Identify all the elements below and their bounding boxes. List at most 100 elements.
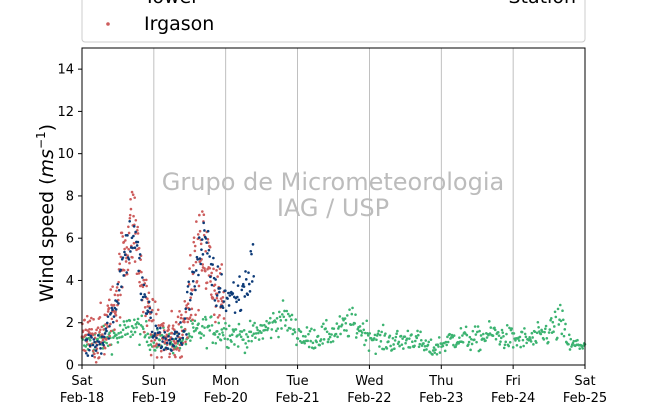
data-point <box>350 312 354 316</box>
data-point <box>230 333 234 337</box>
data-point <box>562 334 566 338</box>
data-point <box>340 323 344 327</box>
data-point <box>343 328 346 332</box>
data-point <box>126 234 129 237</box>
data-point <box>305 326 309 329</box>
data-point <box>188 267 191 270</box>
data-point <box>353 322 357 325</box>
data-point <box>245 333 248 336</box>
data-point <box>419 330 422 334</box>
data-point <box>142 278 146 282</box>
data-point <box>253 321 256 325</box>
data-point <box>94 332 97 335</box>
data-point <box>107 298 111 302</box>
data-point <box>493 328 497 332</box>
data-point <box>279 319 283 322</box>
data-point <box>391 337 395 340</box>
data-point <box>141 310 145 314</box>
data-point <box>108 331 111 335</box>
y-tick-label: 12 <box>57 105 74 120</box>
data-point <box>379 340 383 343</box>
data-point <box>121 328 125 332</box>
data-point <box>358 325 362 328</box>
data-point <box>197 273 200 277</box>
data-point <box>567 333 571 337</box>
data-point <box>238 275 241 278</box>
data-point <box>465 333 469 337</box>
data-point <box>236 345 240 348</box>
data-point <box>408 337 411 340</box>
data-point <box>130 324 134 328</box>
data-point <box>136 240 140 244</box>
data-point <box>266 326 270 330</box>
data-point <box>109 322 112 326</box>
y-tick-label: 4 <box>66 274 74 289</box>
data-point <box>207 248 211 252</box>
data-point <box>296 337 300 340</box>
data-point <box>325 318 328 322</box>
data-point <box>122 268 126 272</box>
data-point <box>194 288 197 292</box>
data-point <box>191 279 195 283</box>
data-point <box>204 318 208 321</box>
data-point <box>387 340 390 343</box>
x-tick-label-day: Sun <box>141 374 166 389</box>
data-point <box>179 321 182 324</box>
data-point <box>211 341 215 345</box>
data-point <box>105 341 108 345</box>
data-point <box>406 329 410 333</box>
data-point <box>122 274 126 277</box>
data-point <box>133 330 137 334</box>
data-point <box>505 332 508 336</box>
data-point <box>201 253 205 256</box>
data-point <box>187 332 191 335</box>
data-point <box>489 326 493 329</box>
data-point <box>162 321 165 325</box>
data-point <box>321 342 324 345</box>
data-point <box>249 330 253 334</box>
data-point <box>204 269 207 273</box>
data-point <box>148 306 152 310</box>
data-point <box>491 334 495 338</box>
data-point <box>505 324 509 327</box>
data-point <box>252 275 256 278</box>
data-point <box>192 326 195 329</box>
data-point <box>429 338 433 341</box>
data-point <box>247 271 250 274</box>
data-point <box>206 252 209 255</box>
data-point <box>355 332 359 335</box>
data-point <box>159 326 162 330</box>
data-point <box>325 330 329 334</box>
data-point <box>208 255 211 258</box>
data-point <box>117 332 120 335</box>
data-point <box>251 334 254 337</box>
data-point <box>137 269 140 273</box>
data-point <box>231 292 235 295</box>
plot-area <box>82 48 585 365</box>
data-point <box>531 336 534 339</box>
data-point <box>437 336 441 339</box>
data-point <box>281 299 285 302</box>
data-point <box>90 327 94 331</box>
data-point <box>401 337 404 340</box>
data-point <box>288 314 292 318</box>
data-point <box>183 317 187 320</box>
data-point <box>544 324 548 328</box>
data-point <box>525 341 528 345</box>
data-point <box>200 332 203 336</box>
data-point <box>392 343 395 346</box>
data-point <box>214 320 217 324</box>
data-point <box>136 229 139 232</box>
data-point <box>207 324 211 328</box>
data-point <box>203 229 206 232</box>
data-point <box>193 249 197 253</box>
x-tick-label-day: Mon <box>212 374 239 389</box>
data-point <box>433 351 437 354</box>
data-point <box>548 328 552 331</box>
data-point <box>422 348 426 352</box>
data-point <box>114 308 118 311</box>
data-point <box>210 324 214 327</box>
data-point <box>206 229 210 233</box>
data-point <box>192 240 196 244</box>
data-point <box>176 334 179 338</box>
